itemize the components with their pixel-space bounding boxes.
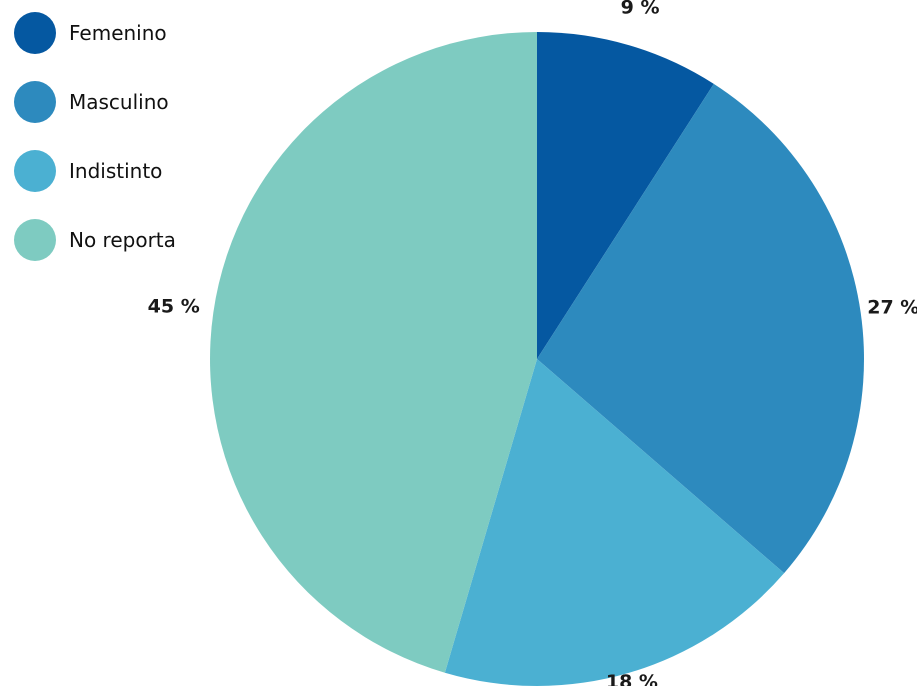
pie-slice-indistinto <box>444 359 785 686</box>
slice-labels: 9 % 27 % 18 % 45 % <box>148 0 917 686</box>
data-label-femenino: 9 % <box>621 0 660 18</box>
legend-item-indistinto: Indistinto <box>14 150 176 192</box>
legend-swatch-femenino <box>14 12 56 54</box>
data-label-indistinto: 18 % <box>606 671 658 686</box>
legend-label-no-reporta: No reporta <box>69 228 176 252</box>
pie-slice-masculino <box>537 83 865 574</box>
pie-slices <box>210 32 865 686</box>
legend-item-masculino: Masculino <box>14 81 176 123</box>
legend-swatch-indistinto <box>14 150 56 192</box>
data-label-no-reporta: 45 % <box>148 295 200 317</box>
data-label-masculino: 27 % <box>867 296 917 318</box>
legend-label-femenino: Femenino <box>69 21 167 45</box>
pie-slice-no-reporta <box>210 32 537 673</box>
legend-item-no-reporta: No reporta <box>14 219 176 261</box>
legend-item-femenino: Femenino <box>14 12 176 54</box>
legend-label-indistinto: Indistinto <box>69 159 163 183</box>
chart-legend: Femenino Masculino Indistinto No reporta <box>14 12 176 288</box>
legend-swatch-masculino <box>14 81 56 123</box>
legend-swatch-no-reporta <box>14 219 56 261</box>
legend-label-masculino: Masculino <box>69 90 169 114</box>
pie-slice-femenino <box>537 32 714 359</box>
